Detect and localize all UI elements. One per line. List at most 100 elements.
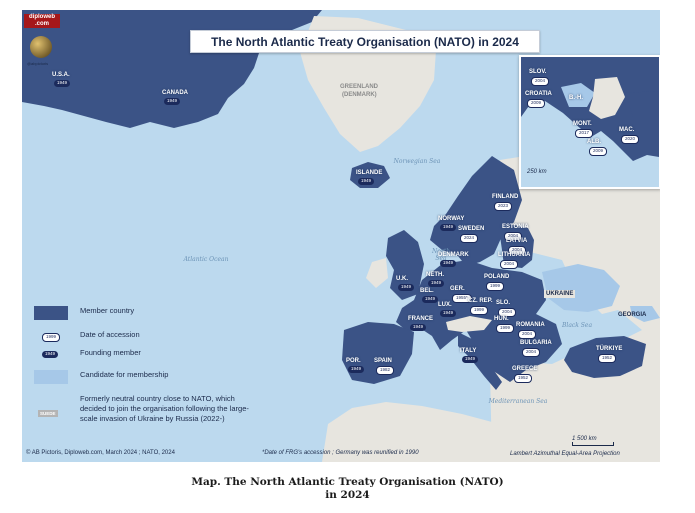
country-label: TÜRKIYE	[596, 346, 623, 352]
georgia-candidate	[630, 306, 660, 322]
accession-year-badge: 1999	[496, 324, 515, 333]
legend-date-sample: 1999	[42, 333, 61, 342]
inset-country-label: MONT.	[573, 121, 592, 127]
country-label: POLAND	[484, 274, 510, 280]
iberia-members	[342, 322, 414, 384]
country-label: SLO.	[496, 300, 511, 306]
sea-north: North Sea	[431, 248, 450, 263]
legend-date-swatch: 1999	[34, 330, 68, 344]
accession-year-badge: 1949	[54, 80, 71, 87]
label-greenland: GREENLAND	[340, 84, 379, 90]
country-label: ROMANIA	[516, 322, 545, 328]
map-title-box: The North Atlantic Treaty Organisation (…	[190, 30, 540, 53]
globe-icon	[30, 36, 52, 58]
label-ukraine: UKRAINE	[544, 290, 576, 298]
accession-year-badge: 1952	[514, 374, 533, 383]
inset-country-label: MAC.	[619, 127, 635, 133]
inset-accession-year-badge: 2004	[531, 77, 550, 86]
inset-country-label: B.-H.	[569, 95, 583, 101]
accession-year-badge: 1949	[358, 178, 375, 185]
inset-accession-year-badge: 2017	[575, 129, 594, 138]
legend-date-text: Date of accession	[80, 330, 140, 339]
inset-country-label: CROATIA	[525, 91, 552, 97]
map-title: The North Atlantic Treaty Organisation (…	[211, 34, 519, 49]
country-label: NORWAY	[438, 216, 465, 222]
eastern-land	[490, 130, 660, 462]
legend-neutral-sample: SUEDE	[38, 410, 58, 417]
country-label: LUX.	[438, 302, 452, 308]
ireland-land	[366, 258, 388, 288]
accession-year-badge: 2024	[460, 234, 479, 243]
country-label: FINLAND	[492, 194, 519, 200]
accession-year-badge: 1949	[410, 324, 427, 331]
austria-switzerland	[446, 316, 492, 332]
footer-note: *Date of FRG's accession ; Germany was r…	[262, 450, 419, 456]
accession-year-badge: 1949	[440, 310, 457, 317]
accession-year-badge: 1982	[376, 366, 395, 375]
footer-projection: Lambert Azimuthal Equal-Area Projection	[510, 451, 620, 457]
accession-year-badge: 1949	[422, 296, 439, 303]
inset-country-label: SLOV.	[529, 69, 547, 75]
legend-candidate-swatch	[34, 370, 68, 384]
accession-year-badge: 2004	[522, 348, 541, 357]
country-label: DENMARK	[438, 252, 469, 258]
north-africa-land	[322, 402, 660, 462]
legend-member-text: Member country	[80, 306, 135, 315]
legend-neutral-swatch: SUEDE	[34, 394, 68, 417]
country-label: GREECE	[512, 366, 538, 372]
caption-line-2: in 2024	[325, 489, 370, 501]
accession-year-badge: 2004	[504, 232, 523, 241]
scale-bar	[572, 442, 614, 446]
legend-member: Member country	[34, 306, 254, 320]
accession-year-badge: 2004	[500, 260, 519, 269]
accession-year-badge: 1949	[462, 356, 479, 363]
inset-serbia	[589, 77, 625, 119]
diploweb-logo: diploweb .com	[24, 14, 60, 28]
country-label: GER.	[450, 286, 465, 292]
country-label: SWEDEN	[458, 226, 485, 232]
legend-founding-sample: 1949	[42, 351, 59, 358]
accession-year-badge: 2004	[518, 330, 537, 339]
legend-founding-swatch: 1949	[34, 348, 68, 362]
ukraine-candidate	[542, 264, 620, 312]
legend-member-swatch	[34, 306, 68, 320]
accession-year-badge: 2023	[494, 202, 513, 211]
country-label: CZ. REP.	[468, 298, 493, 304]
accession-year-badge: 1999	[470, 306, 489, 315]
accession-year-badge: 1955*	[452, 294, 472, 303]
legend-founding: 1949 Founding member	[34, 348, 254, 362]
footer-scale: 1 500 km	[572, 436, 597, 442]
balkans-inset: SLOV. 2004 CROATIA 2009 B.-H. MONT. 2017 ALB. 20…	[519, 55, 660, 189]
country-label: POR.	[346, 358, 361, 364]
label-greenland-sub: (DENMARK)	[342, 92, 377, 98]
caption-line-1: Map. The North Atlantic Treaty Organisat…	[191, 476, 504, 488]
legend-neutral-text: Formerly neutral country close to NATO, …	[80, 394, 249, 423]
accession-year-badge: 2004	[498, 308, 517, 317]
legend-founding-text: Founding member	[80, 348, 141, 357]
legend-neutral: SUEDE Formerly neutral country close to …	[34, 394, 254, 424]
nato-map: diploweb .com @abpictoris The North Atla…	[22, 10, 660, 462]
inset-accession-year-badge: 2009	[589, 147, 608, 156]
country-label: LATVIA	[506, 238, 528, 244]
inset-accession-year-badge: 2020	[621, 135, 640, 144]
accession-year-badge: 1949	[428, 280, 445, 287]
country-label: SPAIN	[374, 358, 392, 364]
country-label: BEL.	[420, 288, 434, 294]
sea-mediterranean: Mediterranean Sea	[488, 398, 548, 405]
country-label: ISLANDE	[356, 170, 383, 176]
accession-year-badge: 1949	[348, 366, 365, 373]
country-label: LITHUANIA	[498, 252, 531, 258]
country-label: HUN.	[494, 316, 509, 322]
inset-country-label: ALB.	[587, 139, 601, 145]
logo-line-1: diploweb	[29, 14, 55, 20]
accession-year-badge: 1952	[598, 354, 617, 363]
accession-year-badge: 1949	[440, 224, 457, 231]
inset-bh-candidate	[561, 83, 595, 107]
label-georgia: GEORGIA	[618, 312, 647, 318]
accession-year-badge: 2004	[508, 246, 527, 255]
sea-black: Black Sea	[562, 322, 593, 329]
country-label: NETH.	[426, 272, 444, 278]
italy-member	[458, 332, 502, 390]
accession-year-badge: 1949	[440, 260, 457, 267]
country-label: U.S.A.	[52, 72, 70, 78]
